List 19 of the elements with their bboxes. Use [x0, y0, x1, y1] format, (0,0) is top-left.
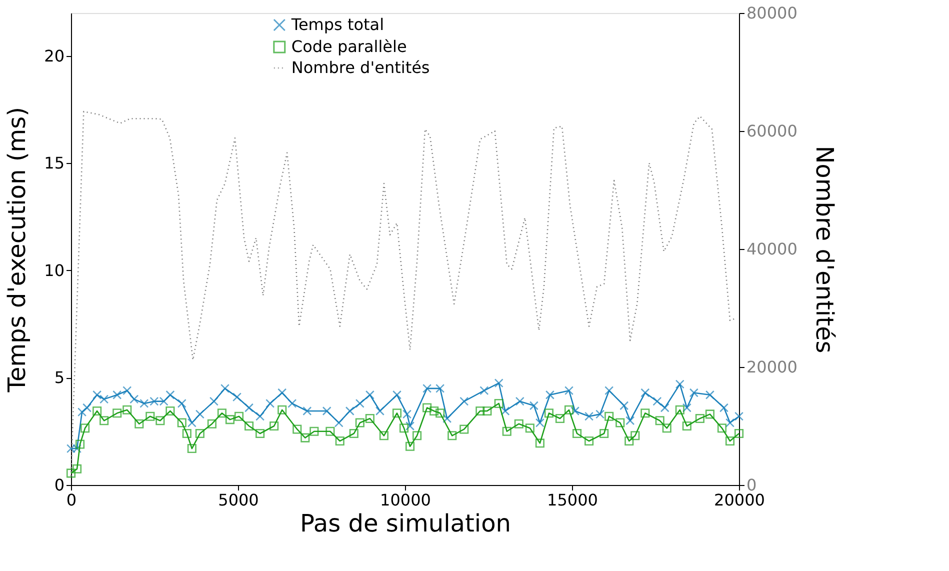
y2-tick-label: 80000 [746, 4, 798, 22]
x-tick-label: 5000 [218, 490, 259, 510]
y-tick-label: 10 [44, 260, 64, 280]
legend-label: Temps total [290, 15, 384, 34]
x-tick-label: 10000 [380, 490, 431, 510]
y2-tick-label: 60000 [746, 122, 798, 140]
x-axis-title: Pas de simulation [300, 510, 511, 538]
legend-label: Code parallèle [291, 37, 407, 56]
legend-label: Nombre d'entités [291, 58, 430, 77]
y-tick-label: 15 [44, 154, 64, 173]
y-tick-label: 5 [54, 368, 64, 388]
y-tick-label: 20 [44, 46, 64, 66]
y-tick-label: 0 [54, 476, 64, 494]
y2-tick-label: 40000 [746, 240, 798, 258]
y2-tick-label: 20000 [746, 358, 798, 376]
y2-axis-title: Nombre d'entités [810, 146, 838, 354]
y-axis-title: Temps d'execution (ms) [3, 106, 32, 394]
x-tick-label: 15000 [547, 490, 598, 510]
x-tick-label: 0 [66, 490, 77, 510]
